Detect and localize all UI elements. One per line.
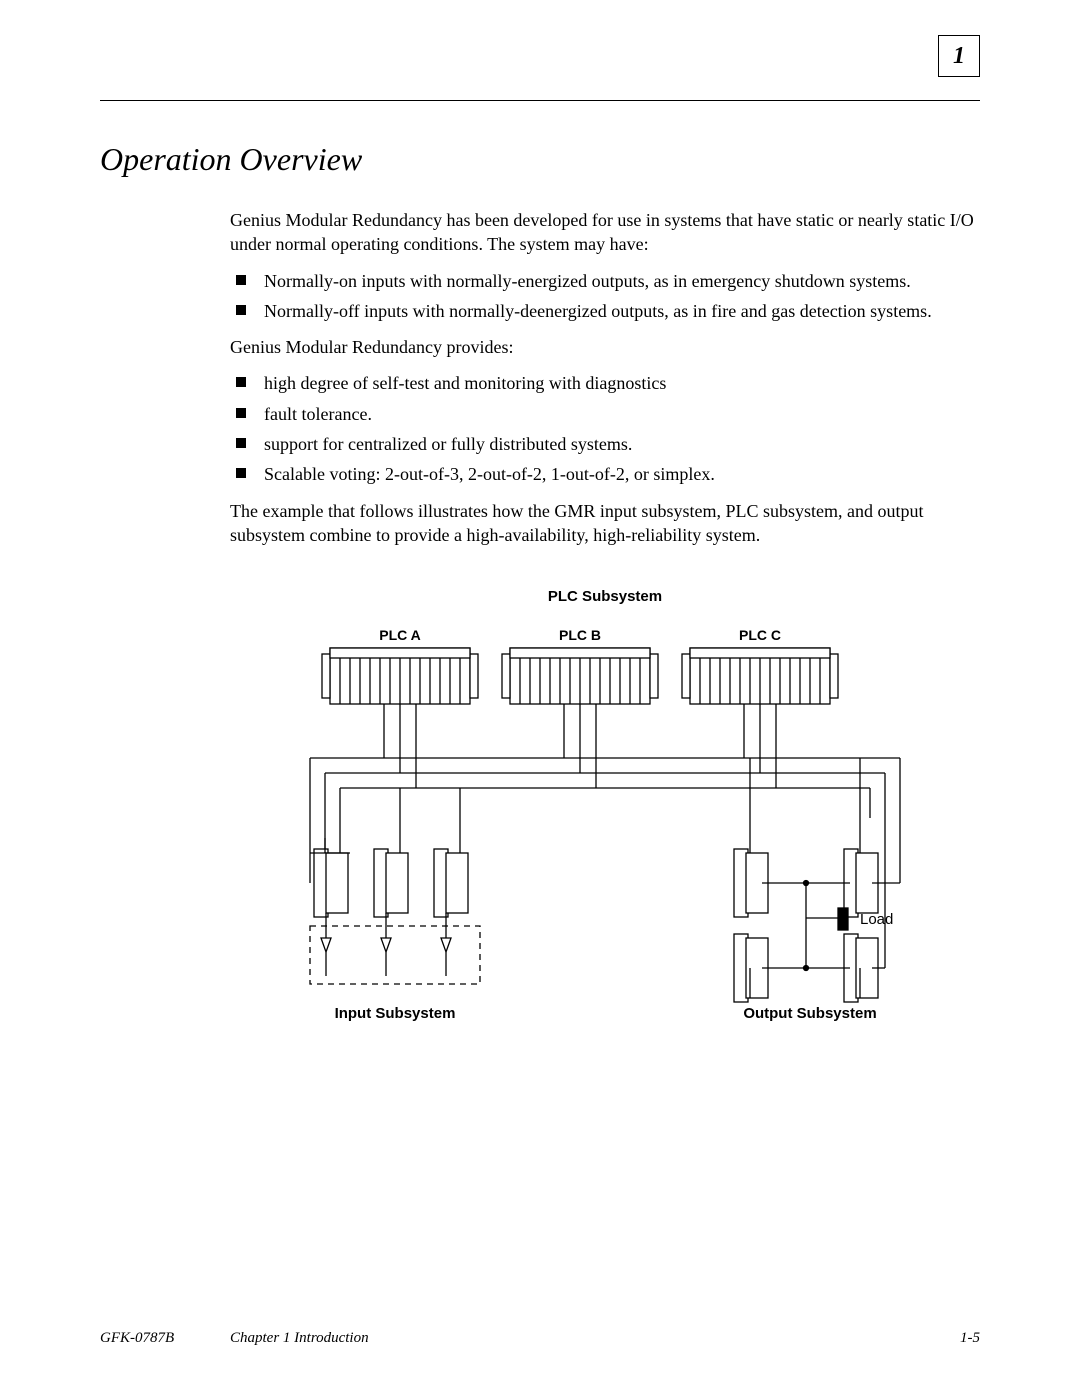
diagram-title: PLC Subsystem [230,587,980,607]
plc-subsystem-diagram: PLC A PLC B PLC C [290,618,920,1028]
output-subsystem-label: Output Subsystem [743,1005,876,1022]
list-item: Normally-off inputs with normally-deener… [230,299,980,323]
body-text: Genius Modular Redundancy has been devel… [230,208,980,1028]
list-item: fault tolerance. [230,402,980,426]
closing-paragraph: The example that follows illustrates how… [230,499,980,548]
input-subsystem-label: Input Subsystem [335,1005,456,1022]
list-item: support for centralized or fully distrib… [230,432,980,456]
diagram-container: PLC Subsystem PLC A PLC B PLC C [230,587,980,1027]
page-footer: GFK-0787B Chapter 1 Introduction 1-5 [100,1330,980,1347]
intro-paragraph: Genius Modular Redundancy has been devel… [230,208,980,257]
footer-chapter: Chapter 1 Introduction [230,1330,369,1347]
plc-a-label: PLC A [379,627,420,643]
provides-paragraph: Genius Modular Redundancy provides: [230,335,980,359]
list-item: high degree of self-test and monitoring … [230,371,980,395]
list-item: Normally-on inputs with normally-energiz… [230,269,980,293]
footer-page: 1-5 [960,1330,980,1347]
plc-c-label: PLC C [739,627,781,643]
footer-doc-id: GFK-0787B [100,1330,174,1346]
section-title: Operation Overview [100,141,980,178]
page-header: 1 [100,40,980,101]
list-item: Scalable voting: 2-out-of-3, 2-out-of-2,… [230,462,980,486]
plc-b-label: PLC B [559,627,601,643]
bullet-list-1: Normally-on inputs with normally-energiz… [230,269,980,324]
bullet-list-2: high degree of self-test and monitoring … [230,371,980,486]
chapter-number-box: 1 [938,35,980,77]
load-label: Load [860,911,893,928]
